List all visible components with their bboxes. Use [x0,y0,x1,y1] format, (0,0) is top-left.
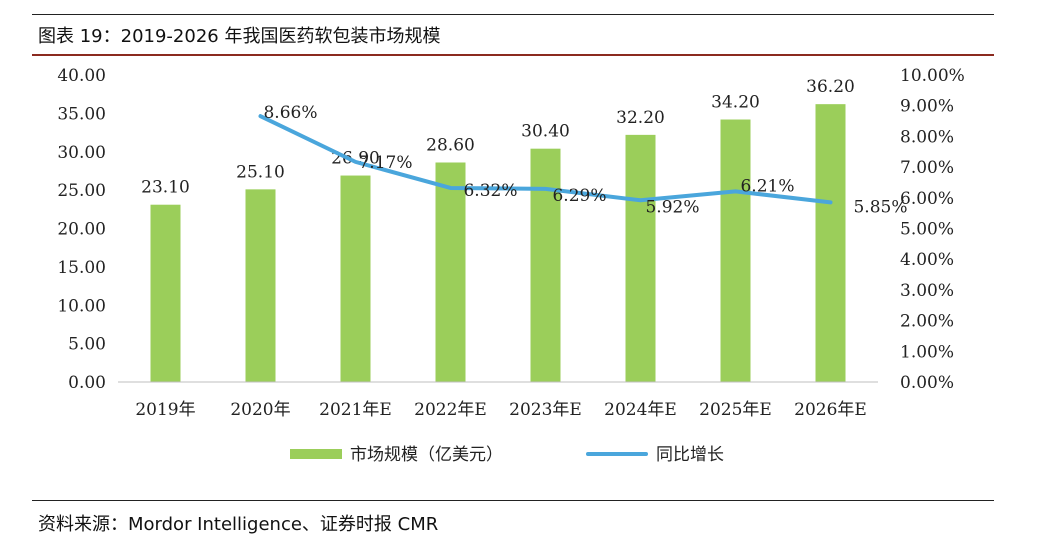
x-axis-tick-label: 2022年E [414,400,487,420]
legend-bar-swatch [290,449,342,459]
x-axis-tick-label: 2026年E [794,400,867,420]
right-axis-tick-label: 9.00% [900,97,954,117]
caption-divider [32,54,994,56]
bar-data-label: 30.40 [521,122,570,142]
bar [530,148,561,382]
right-axis-tick-label: 5.00% [900,220,954,240]
bar-data-label: 25.10 [236,162,285,182]
bar [815,104,846,382]
right-axis-tick-label: 4.00% [900,250,954,270]
figure-caption: 图表 19：2019-2026 年我国医药软包装市场规模 [38,26,441,47]
x-axis-tick-label: 2024年E [604,400,677,420]
left-axis-tick-label: 30.00 [57,143,106,163]
right-axis-tick-label: 7.00% [900,158,954,178]
bar-data-label: 23.10 [141,178,190,198]
bar [720,119,751,382]
x-axis-tick-label: 2025年E [699,400,772,420]
x-axis-tick-label: 2023年E [509,400,582,420]
bottom-rule [32,500,994,501]
bar [340,175,371,382]
source-note: 资料来源：Mordor Intelligence、证券时报 CMR [38,514,439,535]
right-axis-tick-label: 10.00% [900,66,965,86]
bar-data-label: 28.60 [426,135,475,155]
x-axis-tick-label: 2020年 [230,400,290,420]
left-axis-tick-label: 15.00 [57,258,106,278]
left-axis-tick-label: 35.00 [57,104,106,124]
right-axis-tick-label: 0.00% [900,373,954,393]
left-axis-tick-label: 25.00 [57,181,106,201]
bar [435,162,466,382]
bar-data-label: 36.20 [806,77,855,97]
right-axis-tick-label: 2.00% [900,312,954,332]
left-axis-tick-label: 5.00 [68,335,106,355]
line-data-label: 6.32% [463,181,517,201]
right-axis-tick-label: 8.00% [900,127,954,147]
top-rule [32,14,994,15]
bar [625,134,656,382]
bar [245,189,276,382]
line-data-label: 6.29% [552,186,606,206]
right-axis-tick-label: 6.00% [900,189,954,209]
left-axis-tick-label: 20.00 [57,220,106,240]
right-axis-tick-label: 1.00% [900,342,954,362]
line-data-label: 8.66% [263,103,317,123]
left-axis-tick-label: 40.00 [57,66,106,86]
line-data-label: 5.92% [645,197,699,217]
growth-line [258,114,833,205]
line-data-label: 7.17% [358,153,412,173]
bar-data-label: 32.20 [616,108,665,128]
x-axis-tick-label: 2019年 [135,400,195,420]
right-axis-tick-label: 3.00% [900,281,954,301]
left-axis-tick-label: 10.00 [57,296,106,316]
line-data-label: 5.85% [853,197,907,217]
legend-line-label: 同比增长 [656,445,724,465]
line-data-label: 6.21% [740,176,794,196]
x-axis-tick-label: 2021年E [319,400,392,420]
market-size-chart: 0.00 5.00 10.00 15.00 20.00 25.00 30.00 35.00 40… [57,66,965,465]
bar [150,204,181,382]
bar-data-label: 34.20 [711,93,760,113]
legend-bar-label: 市场规模（亿美元） [350,445,503,465]
left-axis-tick-label: 0.00 [68,373,106,393]
